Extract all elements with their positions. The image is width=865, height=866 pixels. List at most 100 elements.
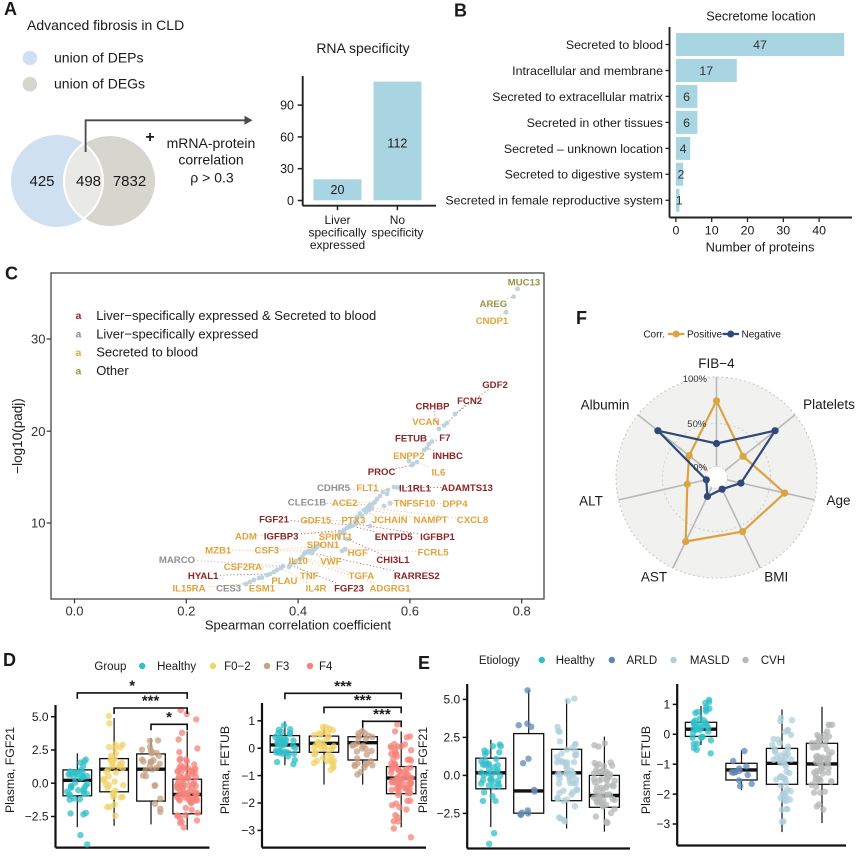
svg-text:mRNA-protein: mRNA-protein xyxy=(167,135,256,151)
svg-text:TNFSF10: TNFSF10 xyxy=(394,498,436,509)
svg-text:CNDP1: CNDP1 xyxy=(476,316,509,327)
svg-text:−1: −1 xyxy=(241,769,255,783)
svg-text:1: 1 xyxy=(676,194,683,208)
svg-text:4: 4 xyxy=(680,142,687,156)
svg-text:TGFA: TGFA xyxy=(349,571,375,582)
svg-text:Corr.: Corr. xyxy=(643,330,665,341)
svg-text:ENPP2: ENPP2 xyxy=(393,451,424,462)
svg-text:Spearman correlation coefficie: Spearman correlation coefficient xyxy=(205,618,392,633)
svg-text:ADGRG1: ADGRG1 xyxy=(369,583,411,594)
svg-text:0%: 0% xyxy=(693,463,707,474)
svg-text:Plasma, FGF21: Plasma, FGF21 xyxy=(3,727,17,813)
svg-text:0.4: 0.4 xyxy=(289,604,307,619)
svg-text:***: *** xyxy=(142,693,160,710)
svg-text:425: 425 xyxy=(29,173,54,190)
svg-text:10: 10 xyxy=(705,224,719,238)
svg-text:specificity: specificity xyxy=(371,226,423,240)
svg-text:CLEC1B: CLEC1B xyxy=(288,498,326,509)
svg-text:0.0: 0.0 xyxy=(32,776,49,790)
svg-text:B: B xyxy=(454,1,467,21)
svg-text:MARCO: MARCO xyxy=(159,555,196,566)
svg-text:Etiology: Etiology xyxy=(479,655,520,667)
svg-text:correlation: correlation xyxy=(178,152,243,168)
svg-text:CSF3: CSF3 xyxy=(255,546,280,557)
svg-text:0.6: 0.6 xyxy=(401,604,419,619)
svg-text:CXCL8: CXCL8 xyxy=(457,515,489,526)
svg-text:0.2: 0.2 xyxy=(177,604,195,619)
svg-text:2.5: 2.5 xyxy=(444,731,461,745)
svg-text:TNF: TNF xyxy=(300,571,319,582)
svg-text:−2: −2 xyxy=(657,787,671,801)
svg-text:ACE2: ACE2 xyxy=(332,498,358,509)
svg-text:IL6: IL6 xyxy=(431,467,445,478)
svg-text:***: *** xyxy=(373,706,391,723)
svg-text:VWF: VWF xyxy=(320,557,341,568)
svg-text:***: *** xyxy=(354,692,372,709)
svg-text:MUC13: MUC13 xyxy=(508,277,541,288)
svg-text:a: a xyxy=(75,365,81,377)
svg-text:Plasma, FGF21: Plasma, FGF21 xyxy=(416,727,430,813)
svg-text:ENTPD5: ENTPD5 xyxy=(375,532,414,543)
svg-text:90: 90 xyxy=(280,99,294,113)
svg-text:ADM: ADM xyxy=(235,531,257,542)
svg-text:HYAL1: HYAL1 xyxy=(188,571,219,582)
svg-text:*: * xyxy=(129,677,135,694)
svg-text:FIB−4: FIB−4 xyxy=(698,356,735,371)
svg-text:ALT: ALT xyxy=(579,494,603,509)
svg-text:0: 0 xyxy=(664,728,671,742)
svg-text:20: 20 xyxy=(741,224,755,238)
svg-text:498: 498 xyxy=(76,173,101,190)
svg-text:1: 1 xyxy=(664,698,671,712)
svg-text:Albumin: Albumin xyxy=(581,398,630,413)
svg-text:47: 47 xyxy=(753,38,767,52)
svg-text:Liver−specifically expressed &: Liver−specifically expressed & Secreted … xyxy=(96,308,376,323)
svg-text:6: 6 xyxy=(683,116,690,130)
svg-text:VCAN: VCAN xyxy=(412,417,439,428)
svg-text:MASLD: MASLD xyxy=(690,655,730,667)
svg-text:JCHAIN: JCHAIN xyxy=(372,515,408,526)
svg-text:PROC: PROC xyxy=(368,467,396,478)
svg-text:F0−2: F0−2 xyxy=(224,661,251,673)
svg-text:IGFBP3: IGFBP3 xyxy=(264,531,299,542)
svg-text:30: 30 xyxy=(280,162,294,176)
svg-text:*: * xyxy=(166,709,172,726)
svg-text:30: 30 xyxy=(776,224,790,238)
svg-text:30: 30 xyxy=(31,332,45,347)
svg-text:a: a xyxy=(75,347,81,359)
svg-text:F4: F4 xyxy=(319,661,333,673)
svg-text:−2.5: −2.5 xyxy=(436,807,460,821)
svg-text:0: 0 xyxy=(248,741,255,755)
svg-text:FGF23: FGF23 xyxy=(334,583,364,594)
svg-text:HGF: HGF xyxy=(348,548,368,559)
svg-text:RARRES2: RARRES2 xyxy=(394,571,440,582)
svg-text:5.0: 5.0 xyxy=(32,710,49,724)
svg-text:100%: 100% xyxy=(683,374,708,385)
svg-text:***: *** xyxy=(334,678,352,695)
svg-text:60: 60 xyxy=(280,130,294,144)
svg-text:FLT1: FLT1 xyxy=(356,483,379,494)
svg-text:2.5: 2.5 xyxy=(32,743,49,757)
svg-text:F3: F3 xyxy=(276,661,289,673)
svg-text:IL4R: IL4R xyxy=(306,583,327,594)
svg-text:Intracellular and membrane: Intracellular and membrane xyxy=(512,64,663,78)
svg-text:GDF2: GDF2 xyxy=(482,380,508,391)
svg-text:E: E xyxy=(418,653,430,673)
svg-text:DPP4: DPP4 xyxy=(442,499,468,510)
svg-text:20: 20 xyxy=(31,424,45,439)
svg-text:7832: 7832 xyxy=(113,173,146,190)
svg-text:D: D xyxy=(3,650,16,670)
svg-text:Number of proteins: Number of proteins xyxy=(706,240,815,255)
svg-text:union of DEPs: union of DEPs xyxy=(54,50,144,66)
svg-text:10: 10 xyxy=(31,516,45,531)
svg-text:PLAU: PLAU xyxy=(271,576,297,587)
svg-text:expressed: expressed xyxy=(310,238,365,252)
svg-text:Healthy: Healthy xyxy=(556,655,595,667)
svg-text:a: a xyxy=(75,310,81,322)
svg-text:Group: Group xyxy=(94,661,126,673)
svg-text:CHI3L1: CHI3L1 xyxy=(376,555,410,566)
svg-text:F7: F7 xyxy=(439,433,450,444)
svg-text:Advanced fibrosis in CLD: Advanced fibrosis in CLD xyxy=(27,17,184,33)
svg-text:AST: AST xyxy=(641,570,667,585)
svg-text:1: 1 xyxy=(248,714,255,728)
svg-text:17: 17 xyxy=(699,64,713,78)
